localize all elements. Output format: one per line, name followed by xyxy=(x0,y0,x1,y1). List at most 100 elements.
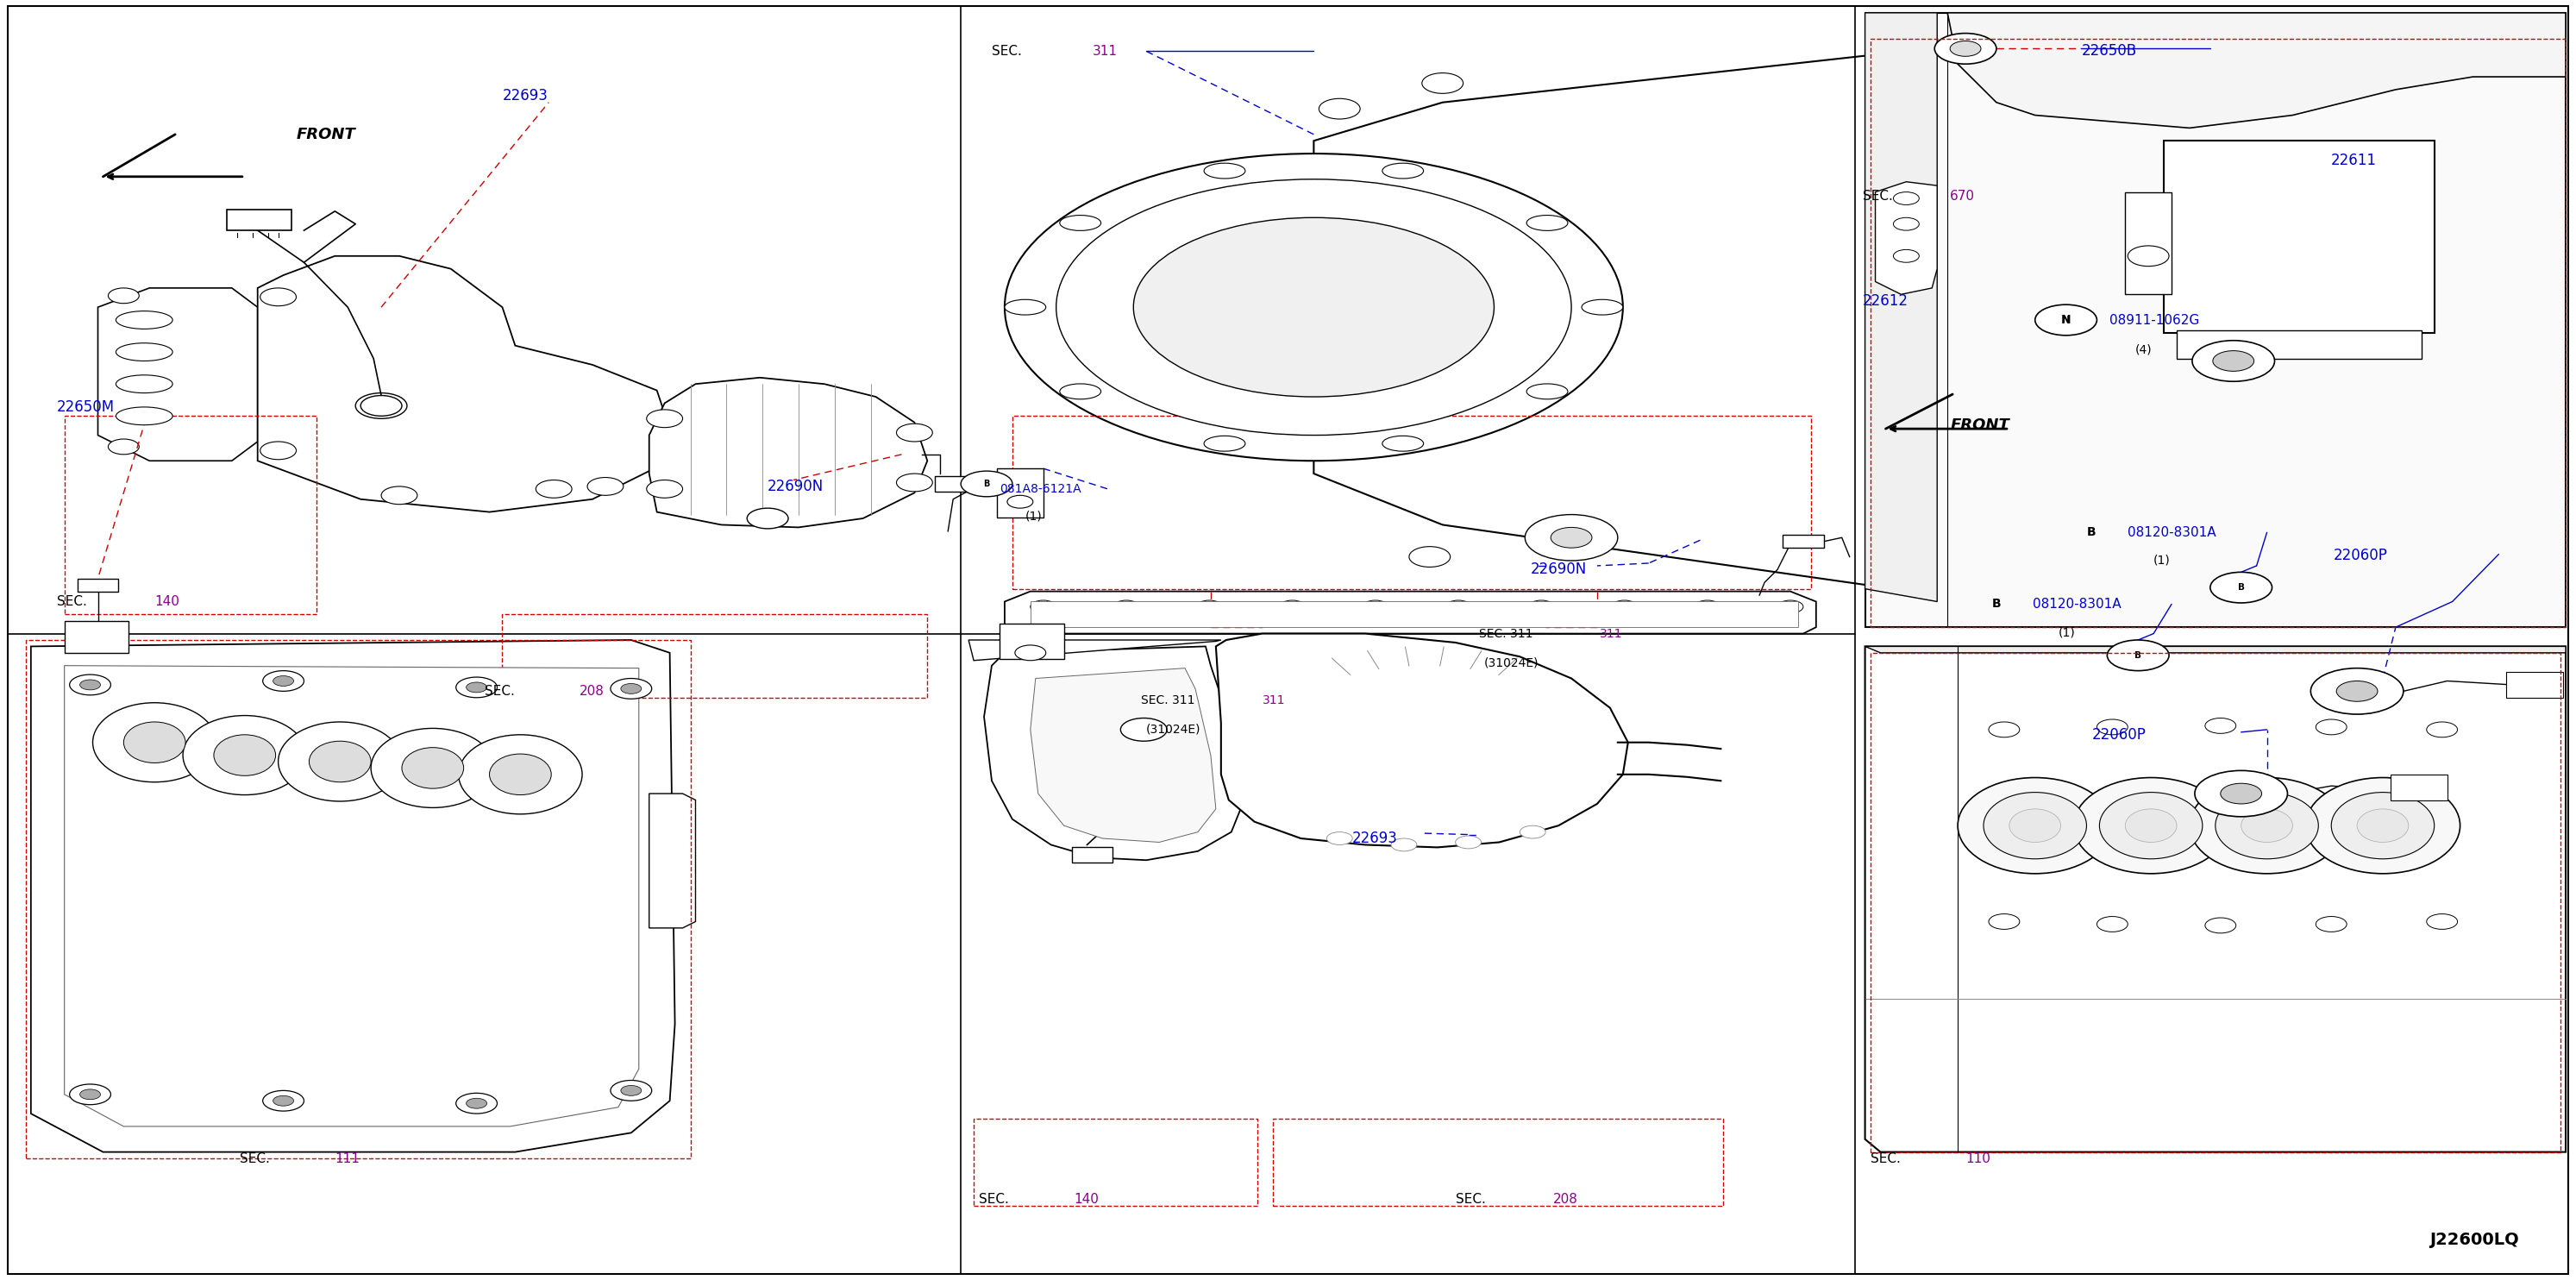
Text: 22650B: 22650B xyxy=(2081,44,2136,59)
Circle shape xyxy=(1409,547,1450,567)
Circle shape xyxy=(2097,719,2128,735)
Circle shape xyxy=(2316,916,2347,932)
Circle shape xyxy=(80,680,100,690)
Circle shape xyxy=(611,678,652,699)
Circle shape xyxy=(355,393,407,419)
Circle shape xyxy=(2336,681,2378,701)
Ellipse shape xyxy=(2331,792,2434,859)
Ellipse shape xyxy=(214,735,276,776)
Text: 22060P: 22060P xyxy=(2092,727,2146,742)
Circle shape xyxy=(1422,73,1463,93)
Circle shape xyxy=(1455,836,1481,849)
Text: (4): (4) xyxy=(2136,343,2154,356)
Circle shape xyxy=(2035,305,2097,335)
Ellipse shape xyxy=(1528,215,1569,230)
Polygon shape xyxy=(1216,634,1628,847)
Bar xyxy=(1870,38,2566,627)
Circle shape xyxy=(70,1084,111,1105)
Circle shape xyxy=(1525,515,1618,561)
Bar xyxy=(2177,330,2421,358)
Polygon shape xyxy=(31,640,675,1152)
Circle shape xyxy=(1989,722,2020,737)
Text: (1): (1) xyxy=(2154,554,2172,567)
Bar xyxy=(77,579,118,591)
Text: SEC.: SEC. xyxy=(992,45,1023,58)
Circle shape xyxy=(456,1093,497,1114)
Circle shape xyxy=(611,1080,652,1101)
Text: 22693: 22693 xyxy=(1352,831,1399,846)
Polygon shape xyxy=(1865,646,2566,1152)
Ellipse shape xyxy=(2074,778,2228,873)
Text: 22611: 22611 xyxy=(2331,152,2378,168)
Text: (1): (1) xyxy=(1025,509,1043,522)
Circle shape xyxy=(2097,916,2128,932)
FancyBboxPatch shape xyxy=(2164,141,2434,333)
Circle shape xyxy=(361,396,402,416)
Ellipse shape xyxy=(1203,436,1244,452)
Polygon shape xyxy=(649,794,696,928)
Text: B: B xyxy=(2239,584,2244,591)
Circle shape xyxy=(1030,600,1056,613)
Ellipse shape xyxy=(2215,792,2318,859)
Text: SEC.: SEC. xyxy=(57,595,88,608)
Text: 111: 111 xyxy=(335,1152,361,1165)
Bar xyxy=(1030,602,1798,627)
Ellipse shape xyxy=(93,703,216,782)
Polygon shape xyxy=(1314,51,1919,589)
Circle shape xyxy=(961,471,1012,497)
Text: SEC. 311: SEC. 311 xyxy=(1479,627,1533,640)
Polygon shape xyxy=(969,640,1221,660)
Ellipse shape xyxy=(1383,436,1425,452)
Bar xyxy=(1072,847,1113,863)
Circle shape xyxy=(1007,495,1033,508)
Circle shape xyxy=(2195,771,2287,817)
Text: 311: 311 xyxy=(1092,45,1118,58)
Circle shape xyxy=(1893,250,1919,262)
Circle shape xyxy=(2128,246,2169,266)
Circle shape xyxy=(1391,838,1417,851)
Circle shape xyxy=(2213,351,2254,371)
Circle shape xyxy=(108,439,139,454)
Circle shape xyxy=(1950,41,1981,56)
Ellipse shape xyxy=(2357,809,2409,842)
Text: J22600LQ: J22600LQ xyxy=(2429,1231,2519,1248)
Circle shape xyxy=(1893,218,1919,230)
Ellipse shape xyxy=(124,722,185,763)
Circle shape xyxy=(1113,600,1139,613)
Text: 208: 208 xyxy=(1553,1193,1579,1206)
Text: 08911-1062G: 08911-1062G xyxy=(2110,314,2200,326)
Text: FRONT: FRONT xyxy=(1950,417,2009,433)
Circle shape xyxy=(381,486,417,504)
Ellipse shape xyxy=(489,754,551,795)
Circle shape xyxy=(263,671,304,691)
Polygon shape xyxy=(649,378,927,527)
Polygon shape xyxy=(1005,591,1816,634)
Text: SEC.: SEC. xyxy=(484,685,515,698)
Ellipse shape xyxy=(116,343,173,361)
Bar xyxy=(227,210,291,230)
Circle shape xyxy=(273,676,294,686)
Polygon shape xyxy=(1865,6,2566,627)
Circle shape xyxy=(1935,33,1996,64)
Ellipse shape xyxy=(1059,384,1100,399)
Ellipse shape xyxy=(278,722,402,801)
Circle shape xyxy=(2210,572,2272,603)
Ellipse shape xyxy=(1005,300,1046,315)
Text: (1): (1) xyxy=(2058,626,2076,639)
Text: 22650M: 22650M xyxy=(57,399,113,415)
Text: SEC. 311: SEC. 311 xyxy=(1141,694,1195,707)
Circle shape xyxy=(2205,918,2236,933)
Polygon shape xyxy=(984,646,1242,860)
Circle shape xyxy=(1327,832,1352,845)
Circle shape xyxy=(1133,218,1494,397)
Text: 081A8-6121A: 081A8-6121A xyxy=(999,483,1082,495)
Bar xyxy=(2391,774,2447,800)
Text: B: B xyxy=(2136,652,2141,659)
Circle shape xyxy=(2427,722,2458,737)
Circle shape xyxy=(2311,668,2403,714)
Polygon shape xyxy=(1865,646,2566,653)
Ellipse shape xyxy=(116,375,173,393)
Text: 22060P: 22060P xyxy=(2334,548,2388,563)
Ellipse shape xyxy=(371,728,495,808)
Ellipse shape xyxy=(309,741,371,782)
